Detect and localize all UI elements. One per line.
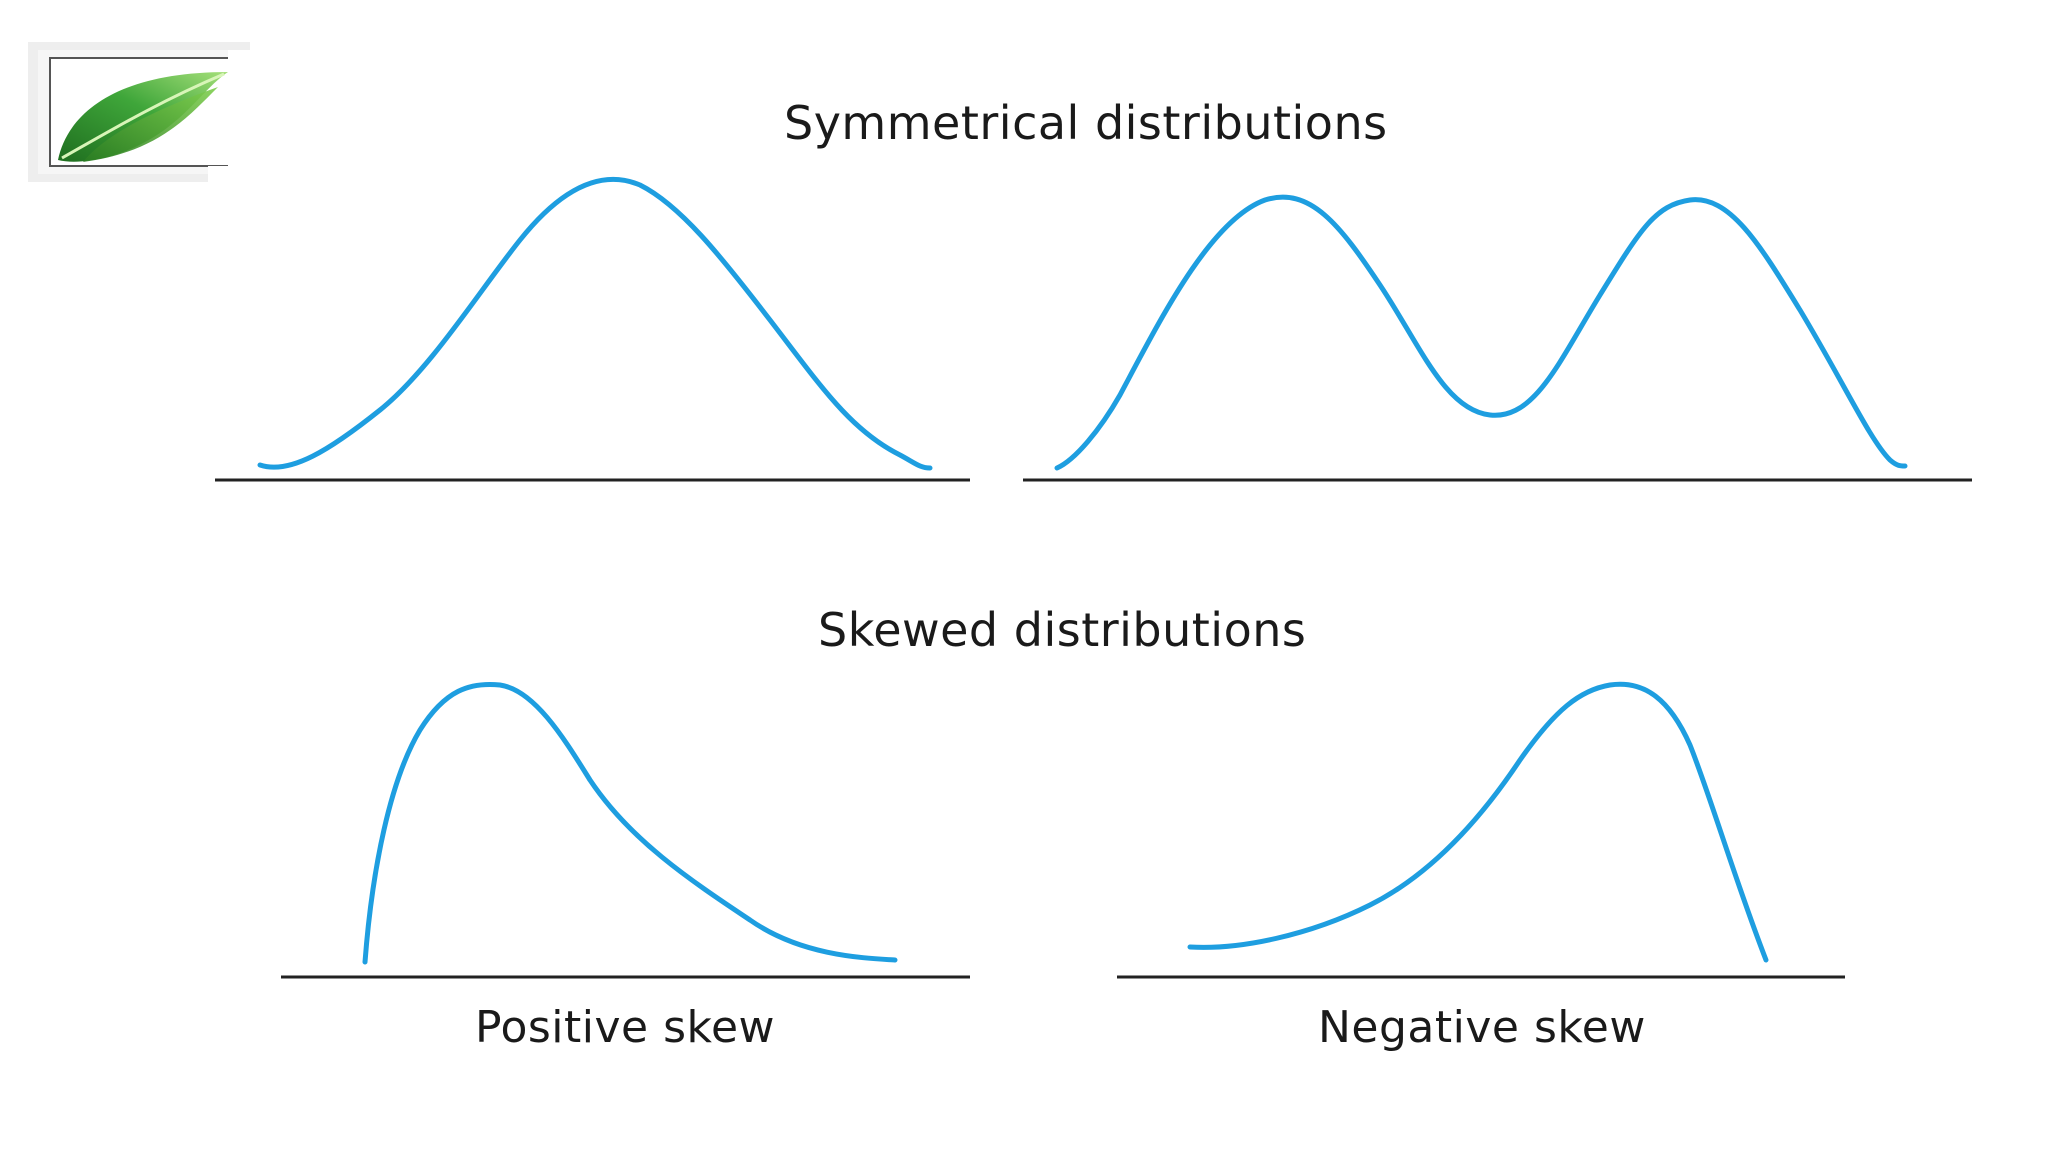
green-leaf-icon (28, 42, 250, 182)
symmetrical-bimodal-diagram (1023, 194, 1972, 482)
positive-skew-label: Positive skew (475, 1002, 775, 1053)
logo (28, 42, 250, 182)
positive-skew-diagram (281, 681, 970, 979)
bimodal-curve (1054, 194, 1908, 471)
symmetrical-distributions-title: Symmetrical distributions (784, 96, 1388, 150)
skewed-distributions-title: Skewed distributions (818, 603, 1307, 657)
unimodal-curve (257, 176, 933, 471)
negative-skew-diagram (1117, 681, 1845, 979)
symmetrical-unimodal-diagram (215, 176, 970, 482)
negative-skew-label: Negative skew (1318, 1002, 1646, 1053)
positive-skew-curve (362, 681, 898, 965)
negative-skew-curve (1187, 681, 1769, 963)
